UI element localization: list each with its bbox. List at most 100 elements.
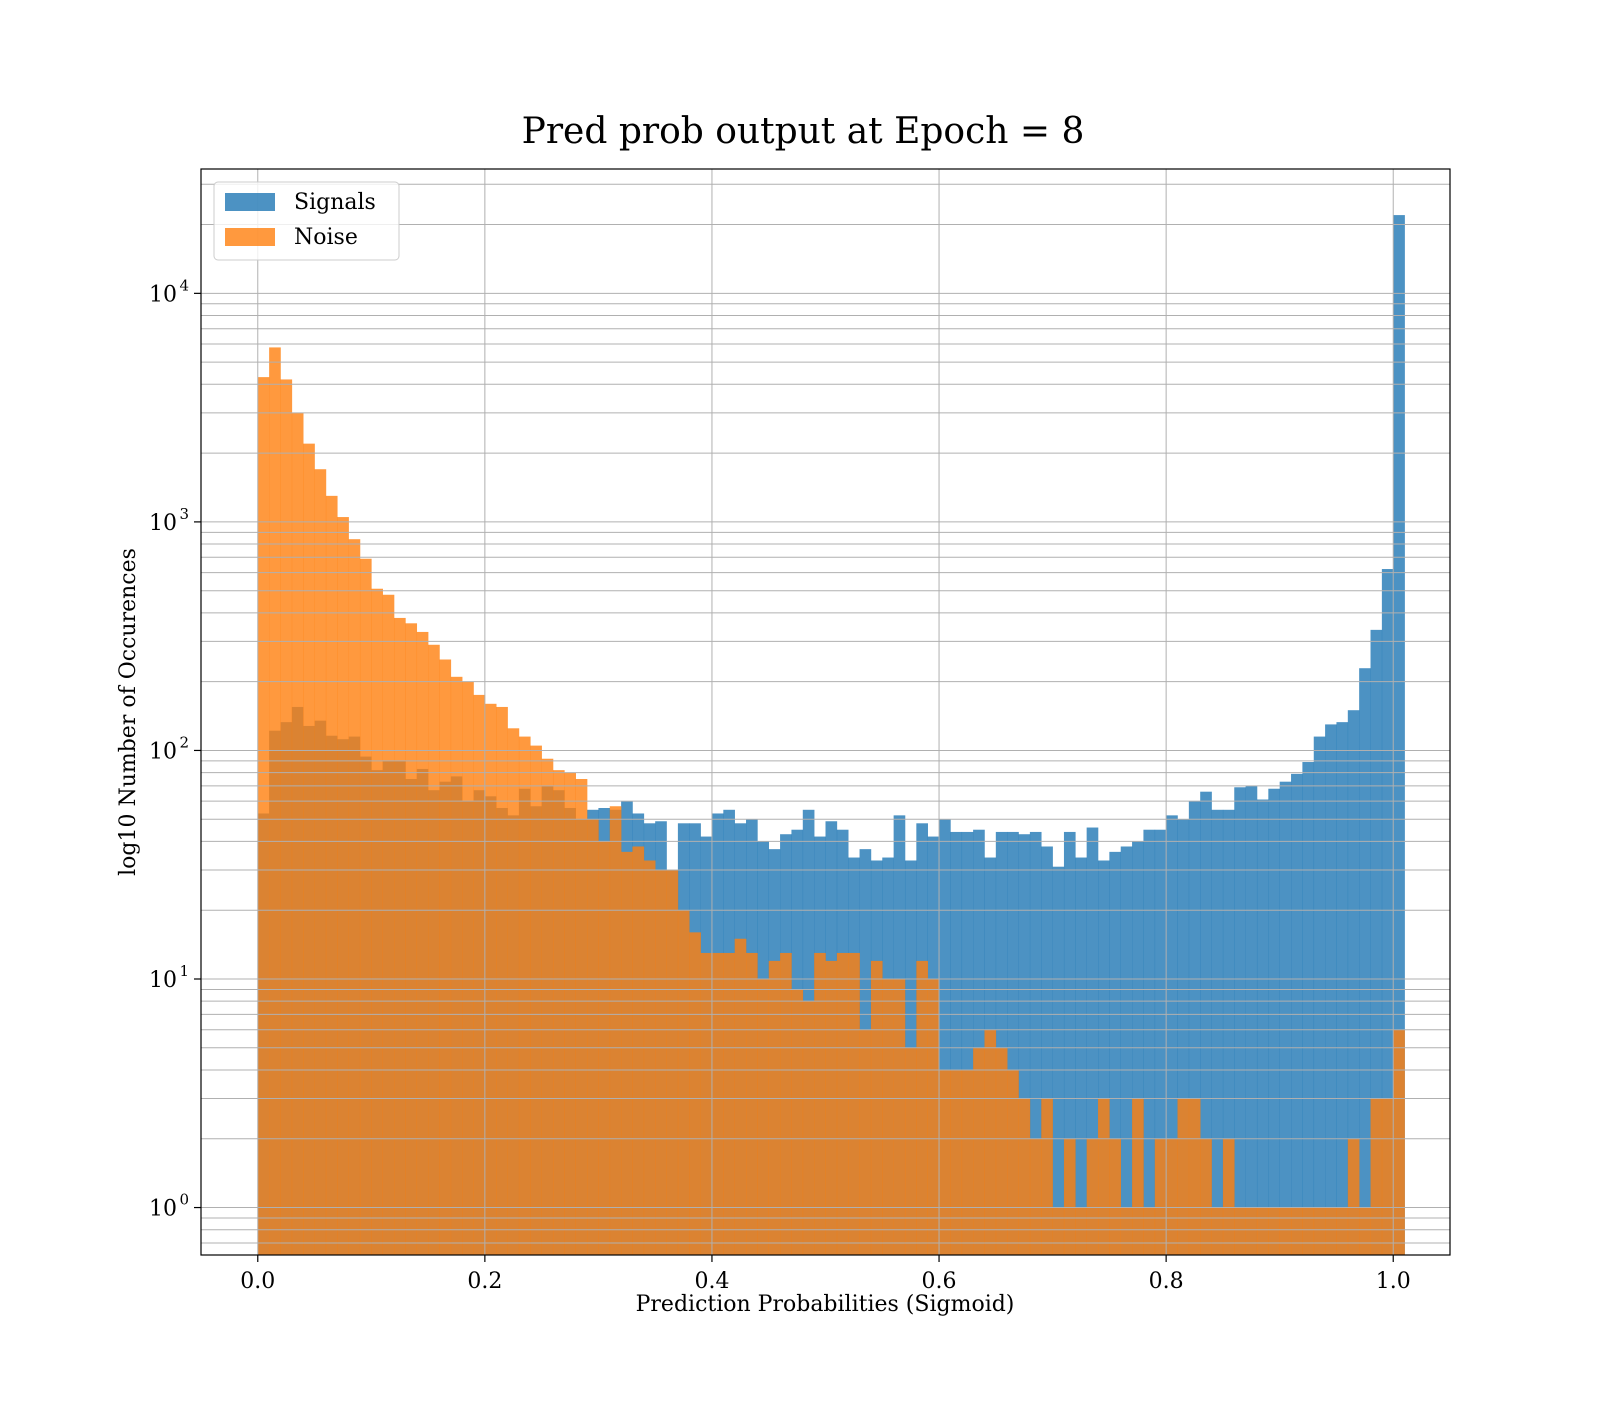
bar-noise (893, 979, 906, 1255)
bar-noise (984, 1029, 997, 1255)
bar-noise (291, 412, 304, 1256)
bar-noise (791, 989, 804, 1255)
bar-noise (1052, 1207, 1065, 1255)
bar-noise (552, 770, 565, 1255)
bar-noise (564, 772, 576, 1255)
bar-signals (1393, 215, 1405, 1256)
bar-signals (1234, 787, 1246, 1255)
y-tick-label: 10 (149, 739, 177, 764)
bar-signals (1075, 857, 1087, 1255)
bar-noise (1393, 1029, 1405, 1255)
x-tick-label: 1.0 (1376, 1269, 1411, 1294)
bar-noise (1279, 1207, 1292, 1255)
bar-signals (1063, 831, 1076, 1255)
bar-noise (643, 860, 656, 1255)
bar-noise (280, 379, 293, 1255)
bar-noise (439, 659, 452, 1255)
x-tick-label: 0.0 (240, 1269, 275, 1294)
bar-noise (1325, 1207, 1337, 1255)
grid-lines (201, 169, 1450, 1255)
x-tick-label: 0.6 (922, 1269, 957, 1294)
bar-noise (1200, 1138, 1212, 1255)
bar-noise (1359, 1207, 1371, 1255)
bar-noise (303, 443, 315, 1255)
bar-signals (961, 831, 974, 1255)
bar-noise (1143, 1207, 1156, 1255)
bar-noise (530, 745, 542, 1255)
bar-noise (382, 594, 395, 1255)
bar-noise (1120, 1207, 1133, 1255)
bar-noise (757, 979, 770, 1255)
bar-noise (689, 932, 701, 1255)
bar-noise (1154, 1138, 1167, 1255)
bar-noise (541, 758, 554, 1255)
bar-signals (1007, 831, 1019, 1255)
legend-label-signals: Signals (294, 190, 376, 215)
bar-signals (1188, 801, 1201, 1255)
bar-noise (405, 623, 418, 1255)
bar-noise (621, 851, 633, 1255)
y-tick-exponent: 0 (179, 1191, 189, 1209)
bar-noise (995, 1047, 1008, 1255)
bar-signals (995, 831, 1008, 1255)
bar-signals (1018, 834, 1031, 1255)
chart-title: Pred prob output at Epoch = 8 (522, 111, 1085, 152)
bar-noise (1029, 1138, 1042, 1255)
bar-noise (780, 952, 792, 1255)
bar-noise (1132, 1098, 1144, 1255)
bar-noise (1007, 1069, 1019, 1255)
y-tick-exponent: 4 (179, 276, 189, 294)
bar-noise (666, 869, 679, 1255)
bar-noise (848, 952, 860, 1255)
bar-signals (973, 829, 985, 1255)
bar-noise (768, 960, 781, 1255)
legend-swatch-signals (225, 193, 275, 211)
noise-bars (257, 347, 1405, 1256)
bar-noise (587, 819, 599, 1255)
bar-noise (939, 1069, 951, 1255)
bar-signals (1222, 809, 1235, 1255)
bar-noise (394, 617, 406, 1255)
bar-signals (1245, 785, 1258, 1255)
bar-noise (1109, 1138, 1122, 1255)
bar-noise (825, 960, 838, 1255)
bar-signals (1177, 819, 1190, 1255)
y-tick-exponent: 3 (179, 505, 189, 523)
bar-noise (325, 495, 338, 1255)
bar-noise (337, 517, 349, 1255)
bar-signals (1302, 762, 1315, 1255)
bar-noise (1302, 1207, 1315, 1255)
bar-signals (1052, 866, 1065, 1255)
bar-noise (496, 706, 508, 1255)
bar-noise (677, 910, 690, 1255)
bar-noise (609, 806, 622, 1255)
bar-noise (950, 1069, 963, 1255)
y-tick-label: 10 (149, 1197, 177, 1222)
bar-noise (1256, 1207, 1269, 1255)
bar-signals (1370, 629, 1383, 1255)
bar-noise (257, 377, 270, 1255)
bar-noise (1268, 1207, 1280, 1255)
bar-noise (973, 1047, 985, 1255)
bar-noise (1018, 1098, 1031, 1255)
bar-noise (1098, 1098, 1110, 1255)
bar-noise (814, 952, 826, 1255)
bar-noise (870, 960, 883, 1255)
y-tick-exponent: 2 (179, 733, 189, 751)
bar-noise (916, 960, 928, 1255)
bar-noise (416, 631, 429, 1255)
bar-noise (518, 736, 531, 1255)
bar-noise (1063, 1138, 1076, 1255)
legend: Signals Noise (213, 181, 400, 261)
x-tick-label: 0.2 (467, 1269, 502, 1294)
bar-noise (961, 1069, 974, 1255)
bar-noise (904, 1047, 917, 1255)
bar-signals (1098, 860, 1110, 1255)
bar-signals (1381, 569, 1394, 1255)
bar-noise (655, 869, 667, 1255)
bar-noise (359, 558, 372, 1255)
bar-noise (746, 952, 758, 1255)
bar-noise (1245, 1207, 1258, 1255)
